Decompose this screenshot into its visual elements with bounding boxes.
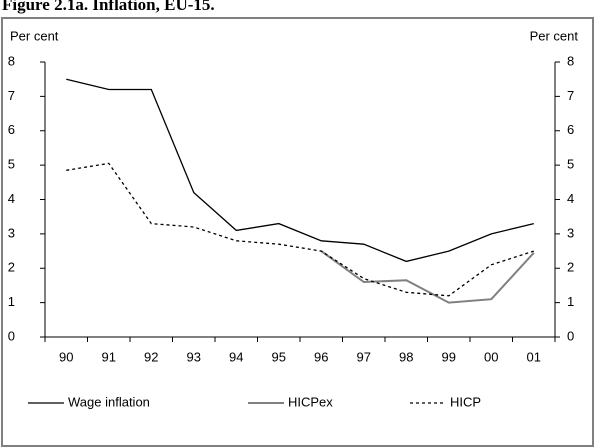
legend-label: Wage inflation <box>68 394 150 409</box>
y-tick-label: 2 <box>8 260 15 275</box>
x-tick-label: 00 <box>484 349 498 364</box>
y-tick-label: 5 <box>8 157 15 172</box>
legend-label: HICP <box>450 394 481 409</box>
line-series <box>320 250 535 304</box>
y2-tick-label: 0 <box>567 328 574 343</box>
y2-tick-label: 6 <box>567 122 574 137</box>
y-tick-label: 1 <box>8 294 15 309</box>
x-tick-label: 93 <box>187 349 201 364</box>
y-tick-label: 7 <box>8 88 15 103</box>
y2-tick-label: 8 <box>567 53 574 68</box>
y2-tick-label: 1 <box>567 294 574 309</box>
x-tick-label: 95 <box>272 349 286 364</box>
x-tick-label: 99 <box>442 349 456 364</box>
y-tick-label: 8 <box>8 53 15 68</box>
y-axis-label: Per cent <box>10 28 59 43</box>
y2-tick-label: 7 <box>567 88 574 103</box>
x-tick-label: 91 <box>102 349 116 364</box>
x-tick-label: 98 <box>399 349 413 364</box>
chart-title: Figure 2.1a. Inflation, EU-15. <box>2 0 215 14</box>
x-tick-label: 01 <box>527 349 541 364</box>
legend-label: HICPex <box>288 394 333 409</box>
x-tick-label: 90 <box>59 349 73 364</box>
x-tick-label: 96 <box>314 349 328 364</box>
y-tick-label: 4 <box>8 191 15 206</box>
x-tick-label: 94 <box>229 349 243 364</box>
y2-tick-label: 4 <box>567 191 574 206</box>
x-tick-label: 97 <box>357 349 371 364</box>
y-tick-label: 0 <box>8 328 15 343</box>
y2-tick-label: 3 <box>567 225 574 240</box>
line-series <box>66 78 534 263</box>
frame <box>1 17 594 447</box>
line-series <box>66 162 534 297</box>
x-tick-label: 92 <box>144 349 158 364</box>
y2-tick-label: 2 <box>567 260 574 275</box>
y2-axis-label: Per cent <box>530 28 579 43</box>
y-tick-label: 3 <box>8 225 15 240</box>
y2-tick-label: 5 <box>567 157 574 172</box>
y-tick-label: 6 <box>8 122 15 137</box>
